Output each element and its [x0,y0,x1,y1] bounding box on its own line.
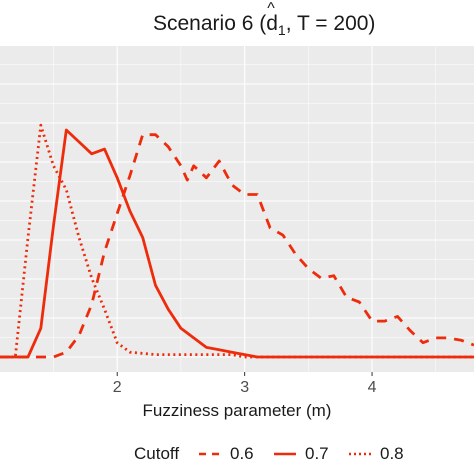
title-suffix: , T = 200) [285,12,376,35]
x-axis-label: Fuzziness parameter (m) [143,401,332,420]
x-tick-label: 4 [368,379,377,396]
chart-title-text: Scenario 6 (^ d1, T = 200) [153,0,376,39]
x-tick-label: 2 [113,379,122,396]
x-tick-label: 3 [240,379,249,396]
legend-title: Cutoff [134,444,180,463]
series-line-0-7 [0,128,474,359]
legend-label-0-8: 0.8 [380,444,404,463]
series-lines [0,123,474,359]
title-subscript: 1 [277,22,286,39]
title-prefix: Scenario 6 ( [153,12,267,35]
title-symbol: d [266,12,278,35]
legend-label-0-7: 0.7 [305,444,329,463]
x-axis-ticks: 2 3 4 [113,372,377,396]
legend-key-solid [274,452,296,456]
title-hat-symbol: ^ d [266,0,278,36]
legend-key-dashed [199,452,221,456]
legend-label-0-6: 0.6 [230,444,254,463]
series-line-0-6 [0,133,474,359]
hat-accent: ^ [267,0,275,17]
legend-key-dotted [349,452,371,456]
legend: Cutoff 0.6 0.7 0.8 [0,438,474,468]
chart-title: Scenario 6 (^ d1, T = 200) [0,0,474,44]
plot-panel [0,46,474,372]
